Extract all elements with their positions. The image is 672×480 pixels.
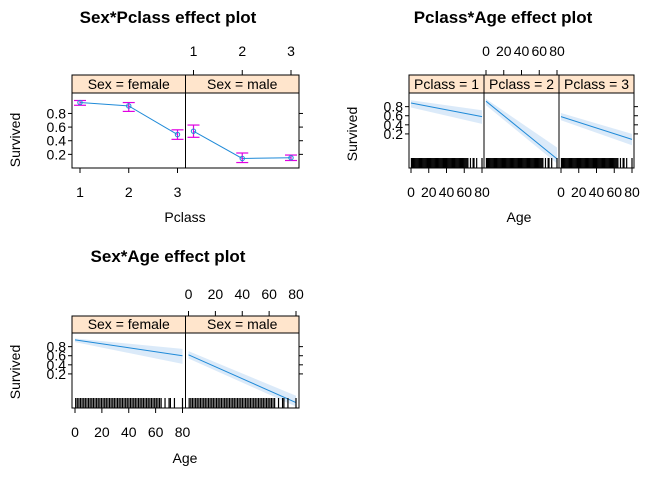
x-axis-label: Age xyxy=(173,450,198,466)
panel-3 xyxy=(558,92,635,169)
y-tick-label: 0.4 xyxy=(47,133,67,149)
y-axis-label: Survived xyxy=(7,345,23,399)
x-tick-label-top: 40 xyxy=(234,286,250,302)
chart-title: Sex*Age effect plot xyxy=(91,247,246,266)
chart-title: Sex*Pclass effect plot xyxy=(80,8,257,27)
y-tick-label: 0.4 xyxy=(384,117,404,133)
y-tick-label: 0.6 xyxy=(47,119,67,135)
x-tick-label-bottom: 0 xyxy=(557,184,565,200)
confidence-band xyxy=(411,100,482,124)
x-tick-label-bottom: 60 xyxy=(148,424,164,440)
x-tick-label-top: 60 xyxy=(261,286,277,302)
x-tick-label-top: 1 xyxy=(190,43,198,59)
x-tick-label-top: 80 xyxy=(549,43,565,59)
strip-label: Pclass = 2 xyxy=(489,76,554,92)
strip-label: Pclass = 1 xyxy=(414,76,479,92)
x-tick-label-bottom: 40 xyxy=(439,184,455,200)
x-axis-label: Age xyxy=(507,209,532,225)
y-tick-label: 0.2 xyxy=(384,126,404,142)
x-tick-label-bottom: 20 xyxy=(94,424,110,440)
chart-title: Pclass*Age effect plot xyxy=(414,8,593,27)
y-axis-label: Survived xyxy=(7,113,23,167)
x-tick-label-top: 20 xyxy=(208,286,224,302)
y-tick-label: 0.8 xyxy=(47,105,67,121)
panel-1 xyxy=(71,92,186,169)
x-tick-label-bottom: 80 xyxy=(474,184,490,200)
panel-1 xyxy=(408,92,485,169)
panel-2 xyxy=(185,332,300,409)
x-tick-label-bottom: 40 xyxy=(121,424,137,440)
strip-label: Sex = male xyxy=(207,316,278,332)
data-point xyxy=(126,103,132,109)
chart-1: Sex*Pclass effect plot Sex = female Sex = … xyxy=(7,8,303,225)
confidence-band xyxy=(486,98,557,164)
x-tick-label-top: 3 xyxy=(287,43,295,59)
x-tick-label-top: 20 xyxy=(496,43,512,59)
x-tick-label-bottom: 80 xyxy=(624,184,640,200)
x-tick-label-top: 80 xyxy=(288,286,304,302)
strip-label: Sex = female xyxy=(88,76,170,92)
data-point xyxy=(239,155,245,162)
x-tick-label-bottom: 2 xyxy=(125,184,133,200)
x-axis-label: Pclass xyxy=(164,209,205,225)
y-tick-label: 0.4 xyxy=(47,357,67,373)
x-tick-label-top: 0 xyxy=(185,286,193,302)
data-point xyxy=(77,99,83,106)
x-tick-label-bottom: 0 xyxy=(71,424,79,440)
strip-label: Sex = female xyxy=(88,316,170,332)
x-tick-label-bottom: 60 xyxy=(606,184,622,200)
fit-line xyxy=(74,339,183,357)
x-tick-label-bottom: 0 xyxy=(407,184,415,200)
x-tick-label-top: 0 xyxy=(482,43,490,59)
fit-line xyxy=(410,102,483,118)
y-tick-label: 0.6 xyxy=(384,108,404,124)
x-tick-label-bottom: 3 xyxy=(174,184,182,200)
y-tick-label: 0.6 xyxy=(47,348,67,364)
strip-label: Pclass = 3 xyxy=(564,76,629,92)
panel-1 xyxy=(71,332,186,409)
confidence-band xyxy=(75,338,183,364)
x-tick-label-bottom: 1 xyxy=(76,184,84,200)
data-point xyxy=(288,155,294,161)
panel-2 xyxy=(185,92,300,169)
x-tick-label-bottom: 20 xyxy=(571,184,587,200)
strip-label: Sex = male xyxy=(207,76,278,92)
panel-2 xyxy=(483,92,560,169)
x-tick-label-bottom: 20 xyxy=(421,184,437,200)
fit-line xyxy=(188,354,297,404)
panel-frame xyxy=(185,92,300,169)
confidence-band xyxy=(561,113,632,146)
panel-frame xyxy=(185,332,300,409)
y-tick-label: 0.2 xyxy=(47,146,67,162)
chart-3: Sex*Age effect plot Sex = female Sex = mal… xyxy=(7,247,304,466)
data-point xyxy=(190,128,197,134)
y-tick-label: 0.8 xyxy=(384,99,404,115)
chart-2: Pclass*Age effect plot Pclass = 1 Pclass =… xyxy=(344,8,640,225)
x-tick-label-top: 60 xyxy=(531,43,547,59)
fit-line xyxy=(485,100,558,160)
y-tick-label: 0.8 xyxy=(47,339,67,355)
fit-line xyxy=(560,116,633,140)
y-tick-label: 0.2 xyxy=(47,366,67,382)
x-tick-label-bottom: 80 xyxy=(175,424,191,440)
x-tick-label-top: 2 xyxy=(238,43,246,59)
y-axis-label: Survived xyxy=(344,107,360,161)
x-tick-label-bottom: 40 xyxy=(589,184,605,200)
data-point xyxy=(174,131,181,138)
x-tick-label-bottom: 60 xyxy=(456,184,472,200)
x-tick-label-top: 40 xyxy=(514,43,530,59)
